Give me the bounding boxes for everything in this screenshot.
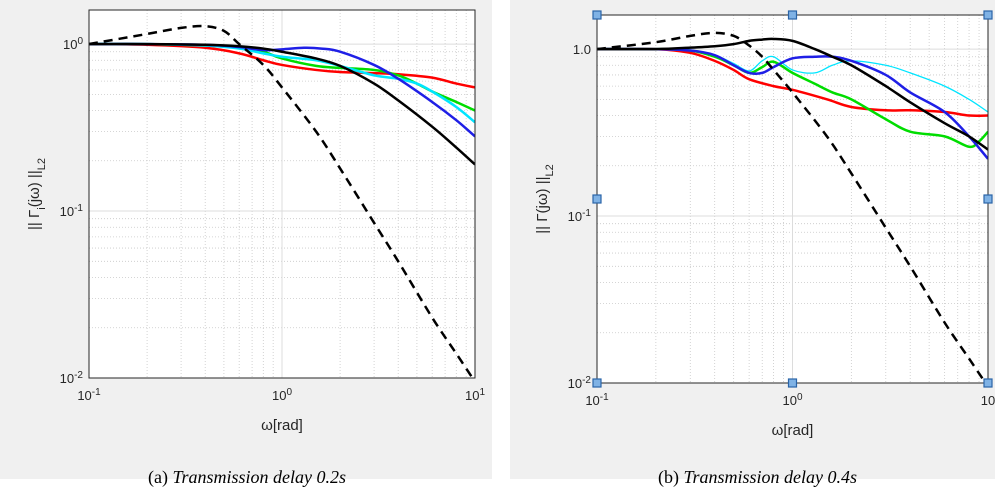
chart-a-y-tick-label: 100 — [63, 36, 83, 53]
chart-b-resize-handle[interactable] — [592, 194, 602, 204]
chart-b-x-tick-label: 100 — [782, 392, 802, 409]
chart-a-series-group — [89, 24, 475, 378]
chart-a-y-tick-label: 10-1 — [60, 203, 84, 220]
chart-b-series-5 — [597, 31, 988, 383]
chart-b-series-group — [597, 31, 988, 383]
chart-a-y-axis-label: || Γi(jω) ||L2 — [26, 158, 48, 230]
figure-panel-b: 10-1 100 10 10-2 10-1 1.0 ω[rad] || Γ(jω) ||L2 — [510, 0, 995, 479]
chart-b-resize-handle[interactable] — [592, 10, 602, 20]
chart-a-x-tick-label: 10-1 — [77, 387, 101, 404]
chart-b-x-axis-label: ω[rad] — [772, 422, 814, 439]
chart-a-y-tick-label: 10-2 — [60, 370, 84, 387]
caption-a: (a) Transmission delay 0.2s — [148, 467, 346, 488]
caption-a-text: Transmission delay 0.2s — [172, 467, 347, 487]
caption-b-prefix: (b) — [658, 467, 679, 487]
chart-b-resize-handle[interactable] — [787, 378, 798, 388]
chart-b-resize-handle[interactable] — [983, 378, 993, 388]
chart-b-series-4 — [597, 37, 988, 151]
chart-a-grid — [89, 10, 475, 378]
chart-b-resize-handle[interactable] — [787, 10, 798, 20]
figure-panel-a: 10-1 100 101 10-2 10-1 100 ω[rad] || Γi(jω) ||L… — [0, 0, 492, 479]
chart-b-series-0 — [597, 47, 988, 118]
chart-a-axes-box — [88, 9, 476, 379]
chart-b-grid — [597, 15, 988, 383]
chart-b-y-tick-label: 10-2 — [568, 375, 592, 392]
caption-b: (b) Transmission delay 0.4s — [658, 467, 857, 488]
chart-b-x-tick-label: 10 — [981, 393, 995, 408]
caption-b-text: Transmission delay 0.4s — [683, 467, 858, 487]
chart-b-y-tick-label: 1.0 — [573, 42, 591, 57]
caption-a-prefix: (a) — [148, 467, 168, 487]
chart-b-series-1 — [597, 47, 988, 149]
chart-a-series-5 — [89, 24, 475, 378]
chart-a-x-axis-label: ω[rad] — [261, 417, 303, 434]
chart-b-series-3 — [597, 47, 988, 160]
chart-b-resize-handle[interactable] — [983, 10, 993, 20]
chart-a-x-tick-label: 101 — [465, 387, 485, 404]
chart-b-resize-handle[interactable] — [983, 194, 993, 204]
chart-b-y-tick-label: 10-1 — [568, 208, 592, 225]
chart-a-x-tick-label: 100 — [272, 387, 292, 404]
chart-b-y-axis-label: || Γ(jω) ||L2 — [534, 164, 556, 233]
chart-a-series-0 — [89, 42, 475, 89]
chart-a-series-4 — [89, 42, 475, 166]
chart-b-resize-handle[interactable] — [592, 378, 602, 388]
chart-b-x-tick-label: 10-1 — [585, 392, 609, 409]
